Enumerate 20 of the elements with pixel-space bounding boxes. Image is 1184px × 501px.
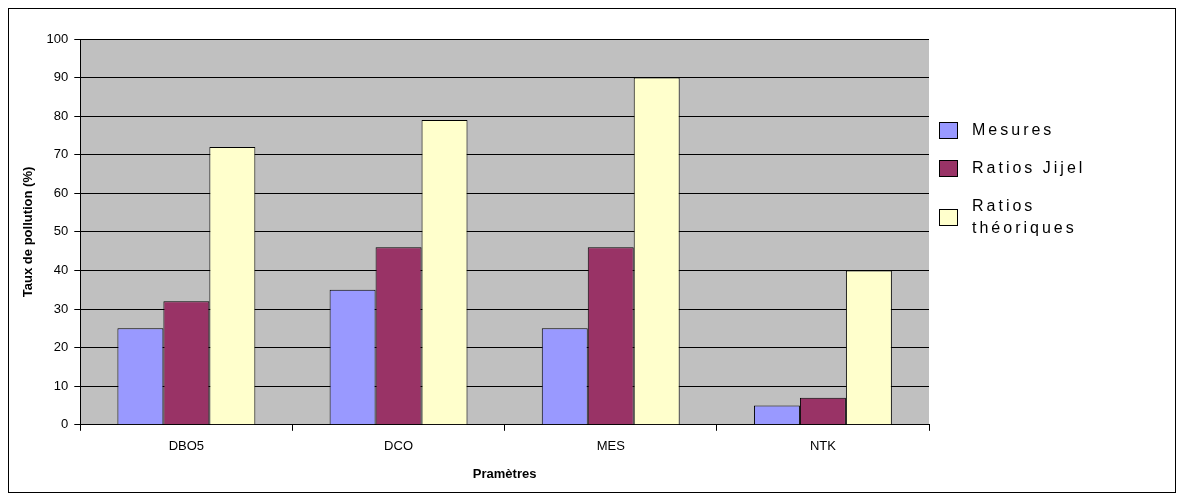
x-tick-label: NTK bbox=[809, 438, 837, 454]
y-tick-label: 70 bbox=[53, 146, 69, 162]
legend-label: Ratios théoriques bbox=[972, 196, 1078, 238]
x-tick-label: DCO bbox=[384, 438, 413, 454]
y-tick-label: 10 bbox=[53, 377, 69, 393]
y-tick-label: 30 bbox=[53, 300, 69, 316]
legend-label: Mesures bbox=[972, 120, 1055, 140]
legend-label: Ratios Jijel bbox=[972, 158, 1086, 178]
x-tick-label: MES bbox=[596, 438, 626, 454]
y-tick-label: 0 bbox=[61, 416, 69, 432]
y-tick-label: 20 bbox=[53, 339, 69, 355]
x-tick-label: DBO5 bbox=[168, 438, 205, 454]
y-tick-label: 80 bbox=[53, 107, 69, 123]
y-tick-label: 100 bbox=[46, 30, 69, 46]
y-tick-label: 60 bbox=[53, 184, 69, 200]
y-axis-title: Taux de pollution (%) bbox=[20, 166, 36, 298]
y-tick-label: 50 bbox=[53, 223, 69, 239]
y-tick-label: 90 bbox=[53, 69, 69, 85]
y-tick-label: 40 bbox=[53, 262, 69, 278]
x-axis-title: Pramètres bbox=[472, 465, 537, 481]
